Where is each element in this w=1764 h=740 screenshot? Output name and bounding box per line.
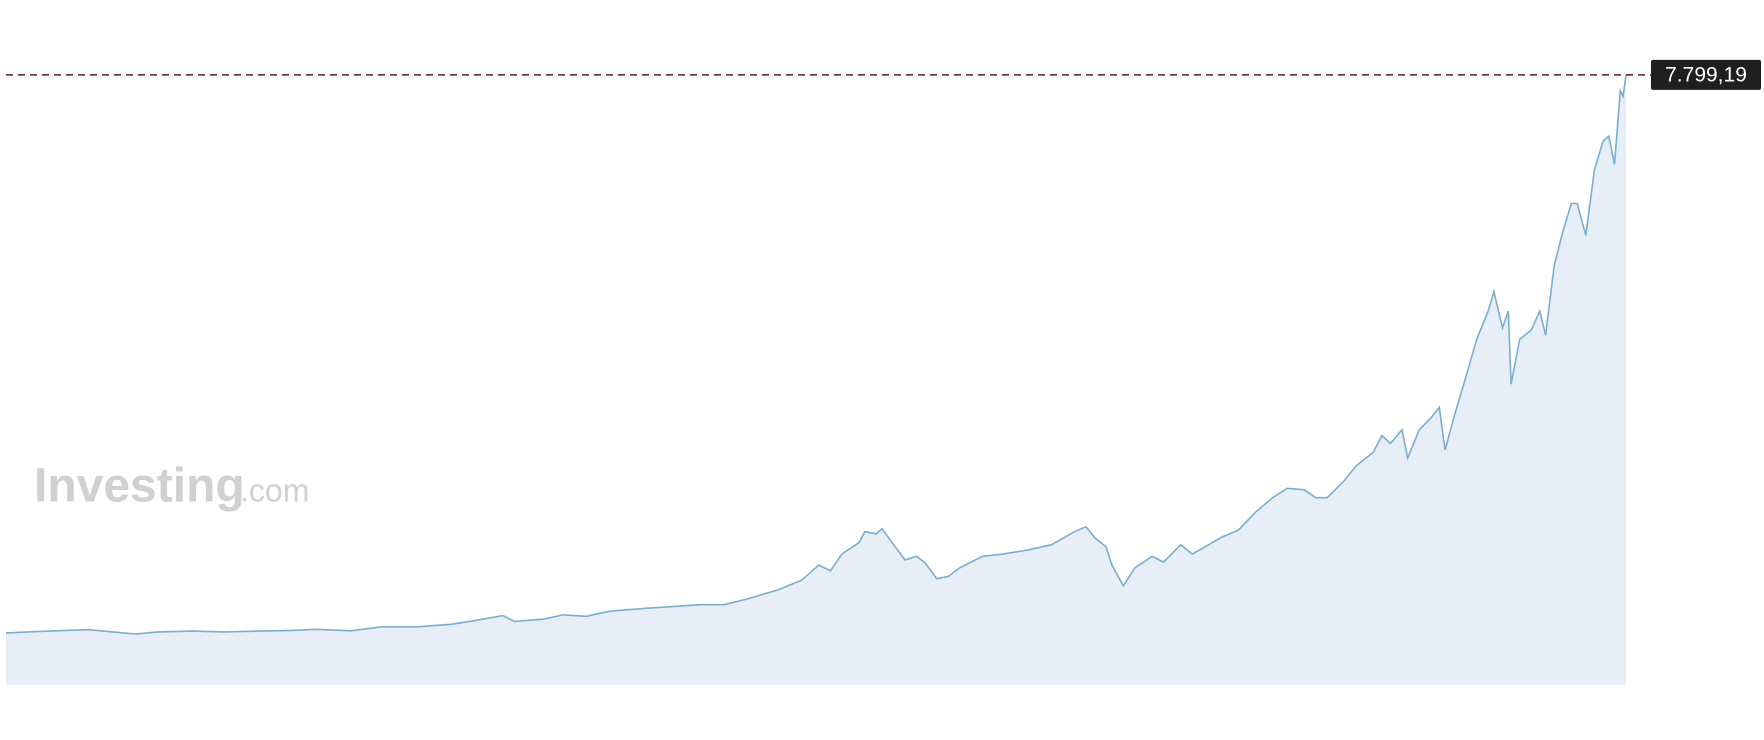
area-fill (6, 74, 1626, 686)
last-price-box (1651, 59, 1761, 90)
axes: 7.799,19 (6, 59, 1761, 90)
watermark: Investing (34, 460, 245, 513)
plot-area (5, 74, 1627, 686)
watermark-suffix: .com (240, 472, 309, 508)
last-price-label: 7.799,19 (1665, 63, 1747, 86)
series-line (5, 74, 1627, 635)
